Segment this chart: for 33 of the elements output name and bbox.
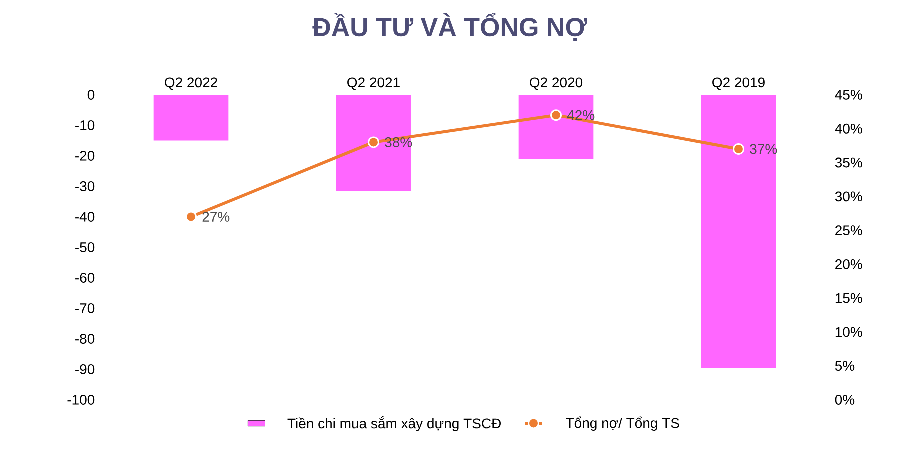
y-tick-label: -40 xyxy=(76,212,95,222)
y2-tick-label: 5% xyxy=(835,361,855,372)
y2-tick-label: 30% xyxy=(835,192,862,202)
point xyxy=(550,110,562,122)
y2-tick-label: 20% xyxy=(836,259,862,270)
legend-label: Tiền chi mua sắm xây dựng TSCĐ xyxy=(288,416,501,432)
x-tick-label: Q2 2019 xyxy=(712,78,765,90)
x-tick-label: Q2 2022 xyxy=(165,78,218,90)
y2-tick-label: 15% xyxy=(836,293,862,304)
y-tick-label: -70 xyxy=(76,304,95,314)
legend-label: Tổng nợ/ Tổng TS xyxy=(566,416,680,432)
point xyxy=(368,136,380,148)
data-label: 27% xyxy=(202,212,230,222)
y2-tick-label: 35% xyxy=(835,158,862,168)
y2-tick-label: 10% xyxy=(836,327,862,338)
y-tick-label: -100 xyxy=(68,395,95,405)
chart-title: ĐẦU TƯ VÀ TỔNG NỢ xyxy=(312,13,588,41)
y-tick-label: -20 xyxy=(76,151,95,161)
y2-tick-label: 0% xyxy=(835,395,855,405)
y-tick-label: -80 xyxy=(76,334,95,344)
y-tick-label: -90 xyxy=(76,364,95,374)
y-tick-label: -50 xyxy=(76,242,95,252)
x-tick-label: Q2 2020 xyxy=(530,78,583,90)
point xyxy=(186,211,198,223)
y-tick-label: 0 xyxy=(88,90,95,100)
y2-tick-label: 45% xyxy=(835,90,862,100)
point xyxy=(733,143,744,155)
y-tick-label: -60 xyxy=(76,273,95,283)
y2-tick-label: 25% xyxy=(836,226,862,236)
x-tick-label: Q2 2021 xyxy=(348,78,400,90)
y2-tick-label: 40% xyxy=(835,124,862,134)
y-tick-label: -10 xyxy=(76,120,95,130)
y-tick-label: -30 xyxy=(76,182,95,192)
